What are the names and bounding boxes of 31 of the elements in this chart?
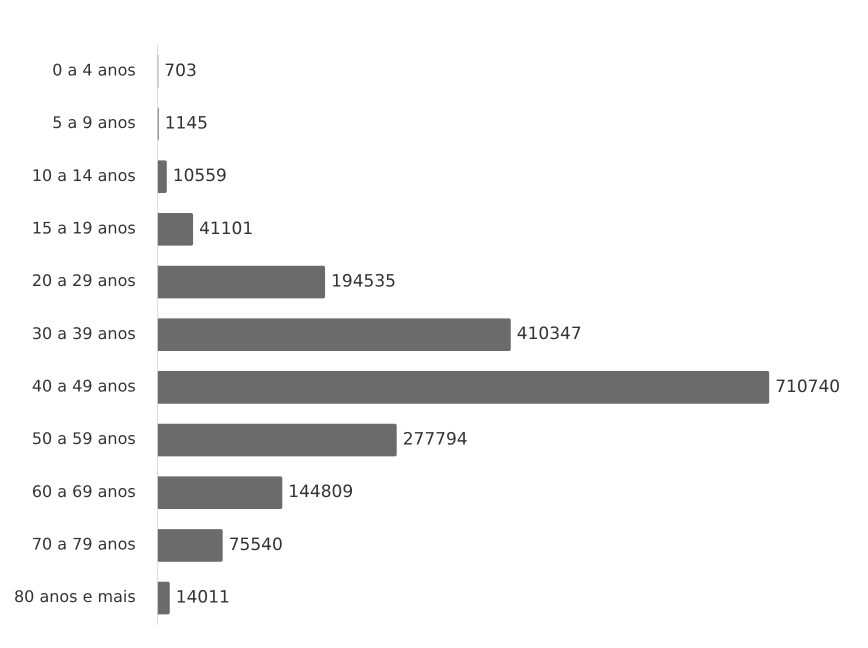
data-label: 41101 — [199, 218, 254, 239]
y-tick-label: 10 a 14 anos — [32, 166, 136, 185]
data-label: 703 — [164, 60, 197, 81]
y-tick-label: 80 anos e mais — [14, 587, 136, 606]
bar — [158, 476, 282, 510]
bar — [158, 213, 194, 246]
y-tick-label: 70 a 79 anos — [32, 534, 136, 554]
bar — [158, 424, 397, 456]
y-tick-label: 50 a 59 anos — [32, 429, 136, 448]
bar — [158, 582, 170, 614]
y-tick-label: 0 a 4 anos — [52, 60, 136, 80]
data-label: 410347 — [516, 324, 582, 344]
data-label: 10559 — [172, 166, 227, 186]
bar — [158, 318, 511, 352]
data-label: 277794 — [402, 429, 468, 450]
y-tick-label: 15 a 19 anos — [32, 218, 136, 238]
data-label: 144809 — [288, 482, 354, 502]
y-tick-label: 60 a 69 anos — [32, 482, 136, 501]
bar — [158, 371, 770, 404]
data-label: 1145 — [164, 113, 208, 134]
y-tick-label: 30 a 39 anos — [32, 324, 136, 343]
bar — [158, 160, 167, 194]
data-label: 14011 — [176, 587, 230, 608]
data-label: 710740 — [775, 376, 840, 397]
y-tick-label: 40 a 49 anos — [32, 376, 136, 396]
bar — [158, 266, 326, 298]
y-tick-label: 5 a 9 anos — [52, 113, 136, 132]
bar — [158, 529, 223, 562]
y-tick-label: 20 a 29 anos — [32, 271, 136, 290]
data-label: 75540 — [228, 534, 283, 555]
data-label: 194535 — [331, 271, 396, 292]
